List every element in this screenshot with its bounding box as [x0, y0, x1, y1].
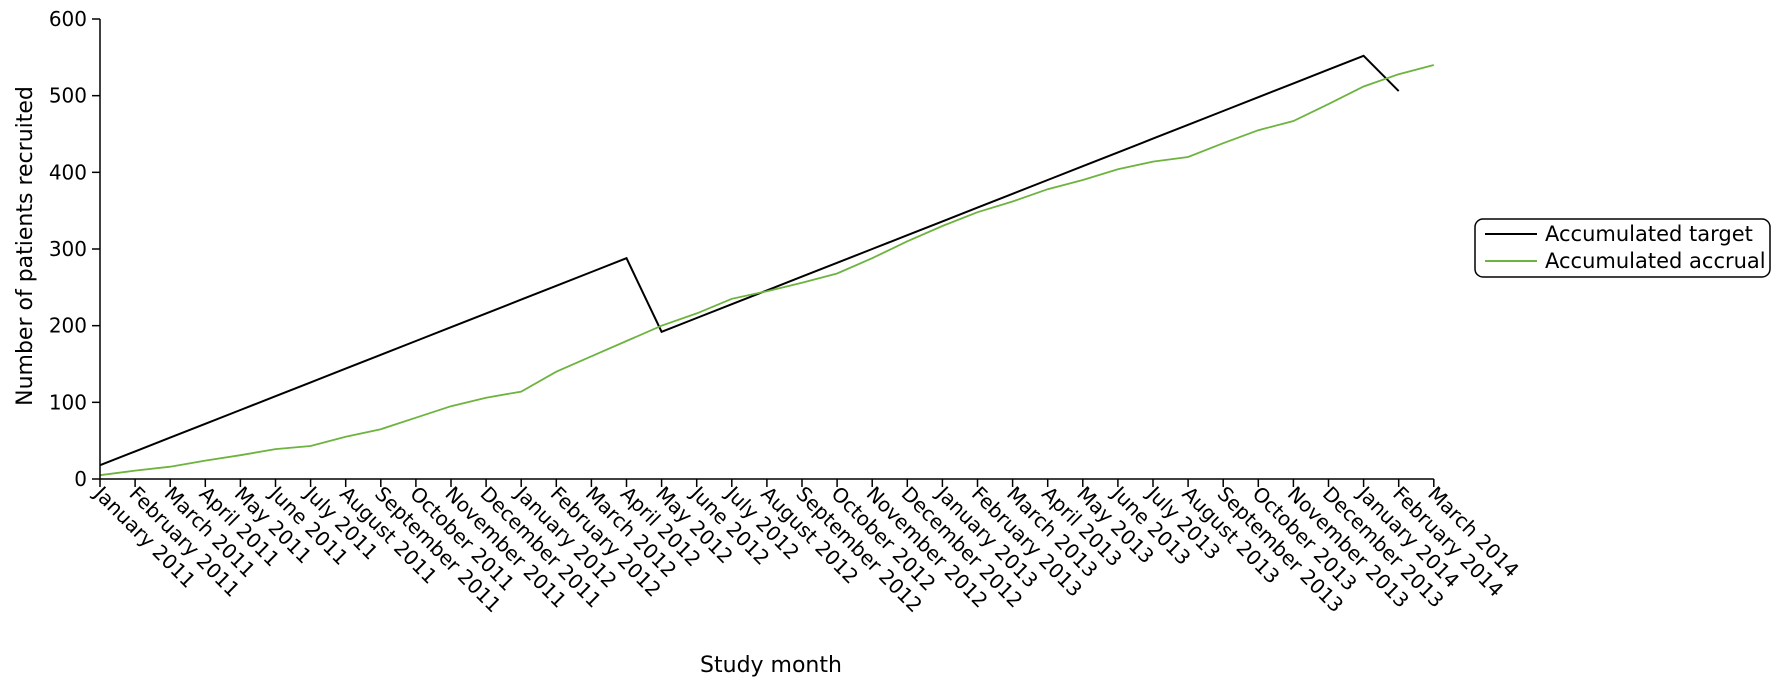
plot-area [99, 54, 1435, 477]
y-tick-label: 0 [74, 467, 87, 491]
y-tick-label: 400 [49, 160, 87, 184]
y-tick-label: 500 [49, 84, 87, 108]
x-axis-title: Study month [700, 653, 842, 678]
y-tick-label: 300 [49, 237, 87, 261]
legend-box [1474, 218, 1771, 278]
y-tick-label: 100 [49, 390, 87, 414]
y-tick-label: 600 [49, 7, 87, 31]
series-line-accumulated-target [99, 54, 1400, 467]
legend-label: Accumulated target [1545, 222, 1753, 246]
legend-label: Accumulated accrual [1545, 249, 1766, 273]
series-line-accumulated-accrual [99, 64, 1435, 477]
legend: Accumulated target Accumulated accrual [1474, 218, 1771, 278]
y-axis-title: Number of patients recruited [13, 86, 38, 406]
y-axis: 0 100 200 300 400 500 600 [49, 7, 101, 491]
y-tick-label: 200 [49, 314, 87, 338]
